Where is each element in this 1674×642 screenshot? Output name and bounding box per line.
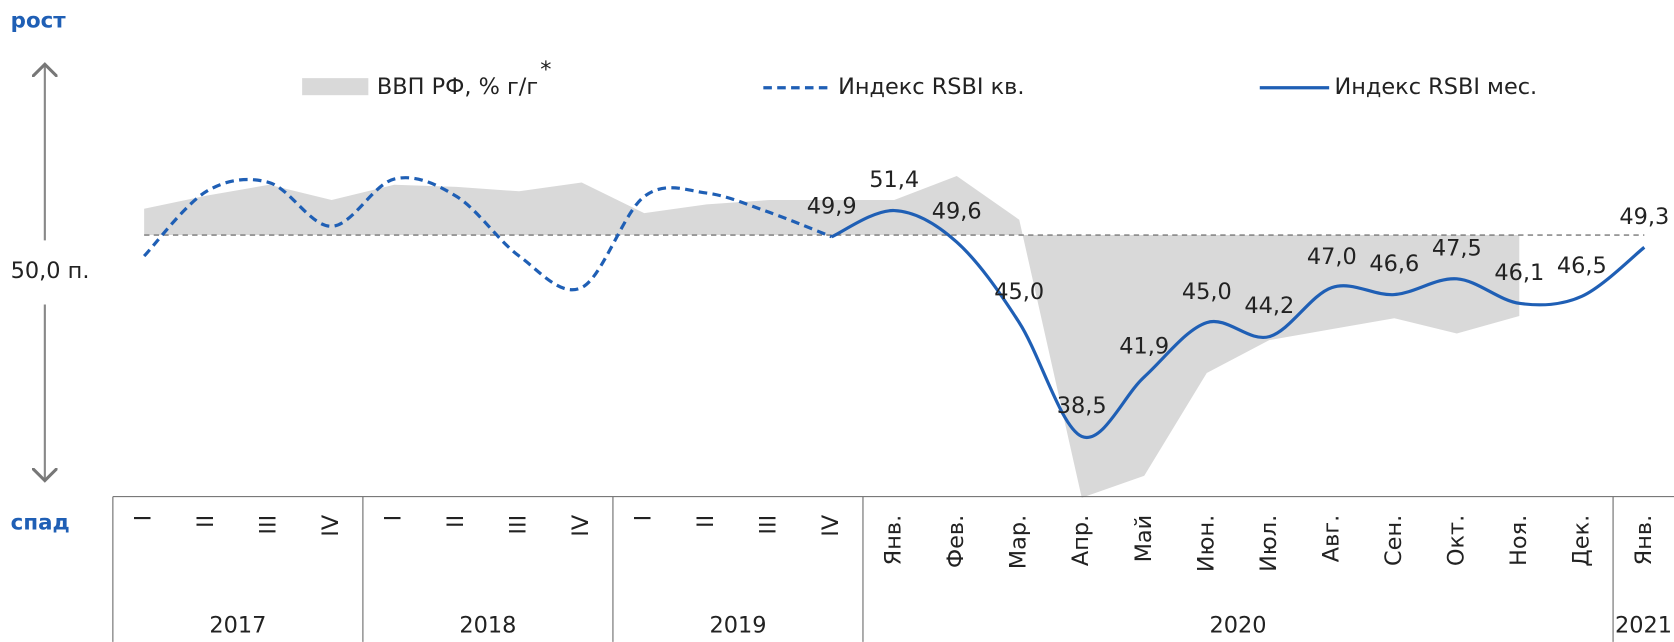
bottom-label: спад [11, 510, 70, 535]
x-tick-label: IV [568, 514, 594, 537]
x-tick-label: Янв. [1631, 515, 1657, 566]
gdp-area [144, 175, 1520, 498]
x-tick-label: II [693, 515, 719, 528]
x-tick-label: I [381, 515, 407, 522]
year-label: 2019 [709, 612, 766, 638]
top-label: рост [11, 9, 67, 34]
area-layer [144, 175, 1520, 498]
x-tick-label: III [256, 515, 282, 535]
x-tick-label: Фев. [943, 515, 969, 568]
x-tick-label: Янв. [881, 515, 907, 566]
data-label: 47,0 [1307, 244, 1357, 270]
legend-label: ВВП РФ, % г/г [377, 74, 538, 100]
data-label: 46,6 [1369, 251, 1419, 277]
data-label: 46,1 [1494, 260, 1544, 286]
legend-swatch [302, 78, 369, 96]
x-tick-label: Май [1131, 515, 1157, 563]
year-label: 2018 [459, 612, 516, 638]
x-tick-label: Июн. [1193, 515, 1219, 572]
x-tick-label: Дек. [1568, 515, 1594, 567]
x-tick-label: Июл. [1256, 515, 1282, 572]
year-label: 2021 [1615, 612, 1672, 638]
x-tick-label: Мар. [1006, 515, 1032, 569]
data-label: 41,9 [1119, 333, 1169, 359]
data-label: 46,5 [1557, 253, 1607, 279]
x-tick-label: I [131, 515, 157, 522]
x-tick-label: Окт. [1443, 515, 1469, 566]
year-label: 2017 [209, 612, 266, 638]
x-tick-label: Сен. [1381, 515, 1407, 566]
x-tick-label: Авг. [1318, 515, 1344, 562]
year-label: 2020 [1210, 612, 1267, 638]
legend-footnote: * [540, 57, 551, 83]
x-tick-label: II [193, 515, 219, 528]
x-tick-label: II [443, 515, 469, 528]
data-label: 51,4 [869, 167, 919, 193]
data-label: 49,9 [807, 193, 857, 219]
data-label: 49,3 [1619, 204, 1669, 230]
x-tick-label: IV [818, 514, 844, 537]
data-label: 38,5 [1057, 393, 1107, 419]
legend-label: Индекс RSBI кв. [838, 74, 1024, 100]
data-label: 44,2 [1244, 293, 1294, 319]
reference-label: 50,0 п. [11, 258, 90, 284]
data-label: 45,0 [994, 279, 1044, 305]
x-tick-label: I [631, 515, 657, 522]
x-tick-label: IV [318, 514, 344, 537]
x-tick-label: Ноя. [1506, 515, 1532, 566]
data-label: 45,0 [1182, 279, 1232, 305]
x-tick-label: Апр. [1068, 515, 1094, 566]
index-line [142, 176, 833, 292]
x-tick-label: III [506, 515, 532, 535]
data-label: 49,6 [932, 199, 982, 225]
index-line [831, 208, 1646, 440]
data-label: 47,5 [1432, 235, 1482, 261]
x-tick-label: III [756, 515, 782, 535]
legend-label: Индекс RSBI мес. [1335, 74, 1538, 100]
